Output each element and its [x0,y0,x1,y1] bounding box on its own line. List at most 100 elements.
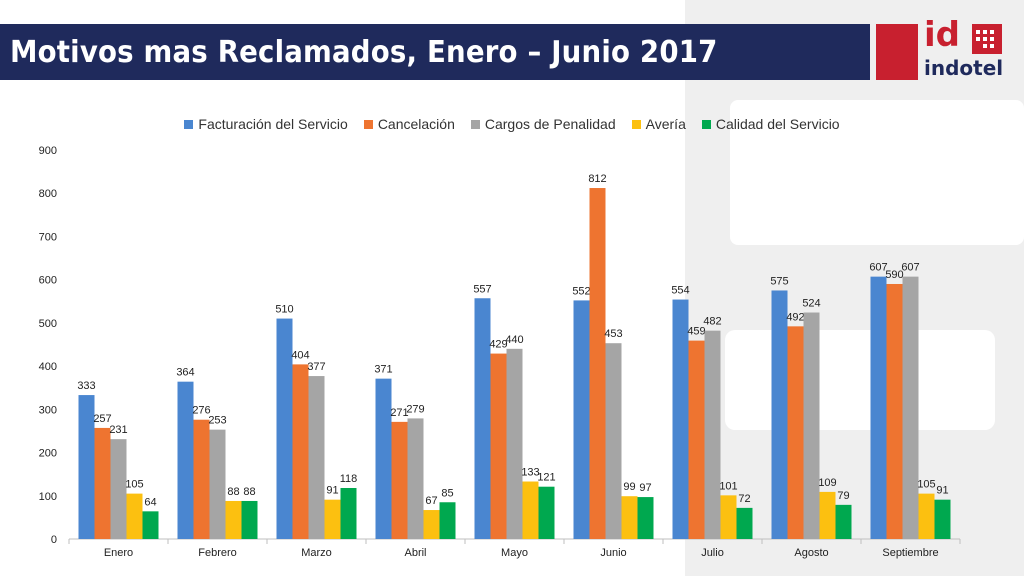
y-tick-label: 600 [39,275,57,287]
x-tick-label: Mayo [501,547,528,559]
bar [902,276,919,539]
bar [787,326,804,539]
bar [340,487,357,539]
data-label: 109 [818,477,836,489]
bar [819,491,836,539]
y-tick-label: 900 [39,145,57,157]
data-label: 105 [125,479,143,491]
bar [688,340,705,539]
legend-label: Facturación del Servicio [198,116,348,132]
y-tick-label: 100 [39,491,57,503]
y-tick-label: 800 [39,188,57,200]
data-label: 429 [489,339,507,351]
bar [308,376,325,539]
legend-item: Cargos de Penalidad [470,116,616,132]
data-label: 510 [275,304,293,316]
data-label: 492 [786,311,804,323]
y-tick-label: 500 [39,318,57,330]
data-label: 459 [687,326,705,338]
bar [870,276,887,539]
legend-label: Avería [645,116,686,132]
data-label: 440 [505,334,523,346]
legend-swatch [363,119,373,129]
legend-swatch [184,119,194,129]
data-label: 552 [572,285,590,297]
bar [142,511,159,539]
data-label: 121 [537,472,555,484]
logo-mark: id [924,15,960,55]
bar [704,330,721,539]
data-label: 575 [770,275,788,287]
x-tick-label: Febrero [198,547,237,559]
bar [522,481,539,539]
bar [177,381,194,539]
data-label: 118 [340,473,358,485]
data-label: 404 [291,349,309,361]
bar [589,188,606,539]
bar [803,312,820,539]
bar [573,300,590,539]
data-label: 88 [227,486,239,498]
chart-legend: Facturación del Servicio Cancelación Cargo… [0,116,1024,132]
data-label: 88 [243,486,255,498]
data-label: 377 [307,361,325,373]
x-tick-label: Abril [404,547,426,559]
data-label: 371 [374,364,392,376]
data-label: 276 [192,405,210,417]
bar [736,507,753,539]
bar [637,497,654,539]
data-label: 524 [802,298,820,310]
legend-label: Cancelación [377,116,455,132]
bar [110,439,127,539]
x-tick-label: Junio [600,547,626,559]
data-label: 607 [869,262,887,274]
bar [126,493,143,539]
data-label: 85 [441,487,453,499]
data-label: 79 [837,490,849,502]
data-label: 99 [623,481,635,493]
bar [209,429,226,539]
background-card-middle [725,330,995,430]
indotel-logo: id indotel [872,18,1022,84]
data-label: 364 [176,367,194,379]
bar [605,343,622,539]
title-bar: Motivos mas Reclamados, Enero – Junio 20… [0,24,870,80]
legend-swatch [631,119,641,129]
x-tick-label: Agosto [794,547,828,559]
data-label: 91 [326,485,338,497]
data-label: 279 [406,403,424,415]
bar [391,421,408,539]
bar [720,495,737,539]
legend-label: Calidad del Servicio [715,116,840,132]
data-label: 253 [208,415,226,427]
bar [538,486,555,539]
data-label: 72 [738,493,750,505]
bar [506,348,523,539]
bar [193,419,210,539]
y-tick-label: 700 [39,231,57,243]
bar [934,499,951,539]
data-label: 482 [703,316,721,328]
legend-swatch [701,119,711,129]
data-label: 453 [604,328,622,340]
data-label: 133 [521,467,539,479]
legend-label: Cargos de Penalidad [484,116,616,132]
bar [771,290,788,539]
bar [490,353,507,539]
y-tick-label: 300 [39,404,57,416]
bar [423,510,440,539]
bar [241,500,258,539]
legend-item: Facturación del Servicio [184,116,348,132]
logo-grid-icon [972,24,1002,54]
bar [292,364,309,539]
data-label: 97 [639,482,651,494]
data-label: 333 [77,380,95,392]
bar [225,500,242,539]
logo-name: indotel [924,56,1004,80]
x-tick-label: Septiembre [882,547,938,559]
data-label: 557 [473,283,491,295]
data-label: 91 [936,485,948,497]
bar [407,418,424,539]
bar [474,298,491,539]
